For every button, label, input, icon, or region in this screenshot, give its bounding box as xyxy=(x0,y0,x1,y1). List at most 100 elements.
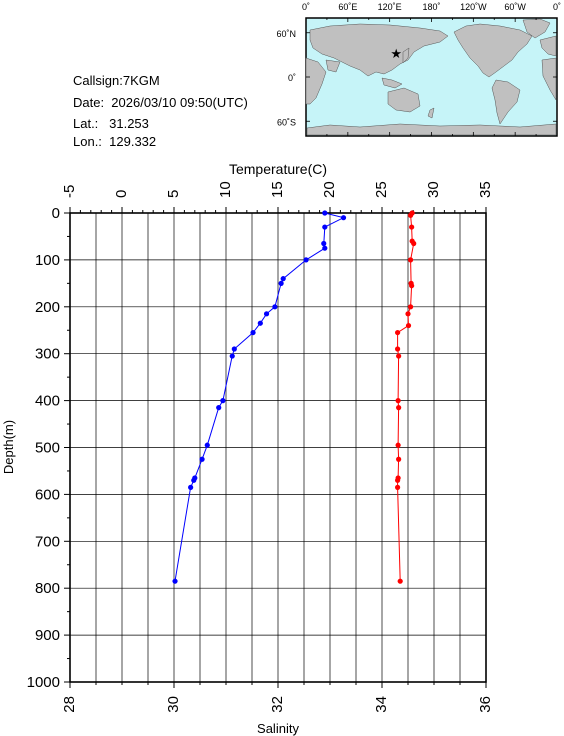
salinity-data-point xyxy=(395,329,401,336)
map-lat-label: 0˚ xyxy=(288,73,296,83)
depth-tick-label: 500 xyxy=(35,440,60,457)
salinity-tick-label: 34 xyxy=(373,696,390,713)
map-latitude-labels: 60˚N 0˚ 60˚S xyxy=(276,29,296,128)
series-layer xyxy=(172,210,417,584)
axis-ticks xyxy=(64,207,487,688)
temperature-tick-label: 20 xyxy=(321,181,338,198)
salinity-data-point xyxy=(395,477,401,483)
depth-tick-label: 800 xyxy=(35,580,60,597)
australia-shape xyxy=(387,87,421,113)
world-map: 0˚ 60˚E 120˚E 180˚ 120˚W 60˚W 0˚ 60˚N 0˚ 60˚S ★ xyxy=(276,2,561,137)
temperature-data-point xyxy=(204,442,210,448)
depth-axis-title: Depth(m) xyxy=(1,420,16,474)
temperature-data-point xyxy=(263,311,270,317)
salinity-data-point xyxy=(409,224,415,230)
map-lat-label: 60˚N xyxy=(276,29,296,39)
salinity-tick-label: 36 xyxy=(477,696,494,713)
temperature-data-point xyxy=(272,304,278,310)
depth-tick-label: 0 xyxy=(52,205,60,222)
temperature-data-point xyxy=(229,353,235,359)
salinity-data-point xyxy=(408,257,414,263)
station-marker: ★ xyxy=(390,46,402,61)
temperature-axis-title: Temperature(C) xyxy=(229,161,327,177)
temperature-data-point xyxy=(172,578,178,584)
map-landmasses xyxy=(305,18,557,136)
map-lon-label: 60˚W xyxy=(504,2,526,12)
temperature-data-point xyxy=(322,245,328,251)
salinity-data-point xyxy=(405,311,411,317)
salinity-tick-label: 30 xyxy=(165,696,182,713)
salinity-data-point xyxy=(396,456,402,462)
temperature-tick-label: 10 xyxy=(217,181,234,198)
salinity-data-point xyxy=(396,405,402,411)
depth-tick-label: 400 xyxy=(35,393,60,410)
africa-east-shape xyxy=(305,57,327,105)
callsign-text: Callsign:7KGM xyxy=(73,73,160,88)
japan-shape xyxy=(402,47,410,64)
salinity-tick-labels: 28 30 32 34 36 xyxy=(61,696,494,713)
salinity-data-point xyxy=(395,442,401,448)
map-lon-label: 120˚W xyxy=(460,2,487,12)
salinity-data-point xyxy=(395,346,401,352)
temperature-data-point xyxy=(322,224,328,230)
temperature-data-point xyxy=(231,346,237,352)
temperature-tick-labels: -5 0 5 10 15 20 25 30 35 xyxy=(61,181,494,198)
salinity-data-point xyxy=(408,304,414,310)
temperature-data-point xyxy=(280,276,286,282)
salinity-data-point xyxy=(397,578,403,584)
temperature-data-point xyxy=(340,215,347,221)
salinity-data-point xyxy=(408,212,414,218)
map-lon-label: 0˚ xyxy=(302,2,310,12)
depth-tick-label: 900 xyxy=(35,627,60,644)
temperature-tick-label: 25 xyxy=(373,181,390,198)
temperature-tick-label: 30 xyxy=(425,181,442,198)
south-america-shape xyxy=(491,79,521,125)
depth-tick-label: 700 xyxy=(35,533,60,550)
temperature-series xyxy=(172,210,347,584)
sea-islands-shape xyxy=(381,77,403,89)
salinity-tick-label: 28 xyxy=(61,696,78,713)
temperature-tick-label: 15 xyxy=(269,181,286,198)
salinity-tick-label: 32 xyxy=(269,696,286,713)
temperature-data-point xyxy=(257,320,263,326)
depth-tick-label: 100 xyxy=(35,252,60,269)
greenland-shape xyxy=(522,18,551,39)
temperature-tick-label: 0 xyxy=(113,190,130,198)
latitude-text: Lat.: 31.253 xyxy=(73,116,149,131)
map-longitude-labels: 0˚ 60˚E 120˚E 180˚ 120˚W 60˚W 0˚ xyxy=(302,2,561,12)
temperature-data-point xyxy=(191,477,197,483)
map-lon-label: 180˚ xyxy=(422,2,440,12)
longitude-text: Lon.: 129.332 xyxy=(73,134,157,149)
salinity-data-point xyxy=(395,398,401,404)
arabia-shape xyxy=(325,59,341,73)
depth-tick-label: 600 xyxy=(35,486,60,503)
salinity-data-point xyxy=(395,484,401,490)
profile-chart: -5 0 5 10 15 20 25 30 35 28 30 32 34 36 010020030040… xyxy=(1,161,494,736)
map-lon-label: 120˚E xyxy=(378,2,402,12)
salinity-data-point xyxy=(411,240,417,247)
temperature-data-point xyxy=(199,456,205,462)
temperature-data-point xyxy=(322,210,328,216)
temperature-data-point xyxy=(250,329,256,336)
new-zealand-shape xyxy=(427,107,435,119)
date-text: Date: 2026/03/10 09:50(UTC) xyxy=(73,95,248,110)
temperature-data-point xyxy=(303,257,309,263)
temperature-data-point xyxy=(216,405,222,411)
salinity-data-point xyxy=(405,322,412,329)
eurasia-shape xyxy=(309,23,449,77)
temperature-data-point xyxy=(278,280,284,286)
temperature-data-point xyxy=(321,240,327,247)
depth-tick-labels: 0 100 200 300 400 500 600 700 800 900 1000 xyxy=(27,205,60,691)
north-america-shape xyxy=(453,23,533,78)
temperature-tick-label: -5 xyxy=(61,185,78,198)
salinity-profile-line xyxy=(397,212,415,582)
depth-tick-label: 300 xyxy=(35,346,60,363)
salinity-data-point xyxy=(396,353,402,359)
temperature-data-point xyxy=(188,484,194,490)
map-lon-label: 0˚ xyxy=(553,2,561,12)
chart-grid xyxy=(69,212,487,683)
europe-shape xyxy=(539,35,557,57)
map-lon-label: 60˚E xyxy=(338,2,357,12)
map-lat-label: 60˚S xyxy=(277,117,296,127)
